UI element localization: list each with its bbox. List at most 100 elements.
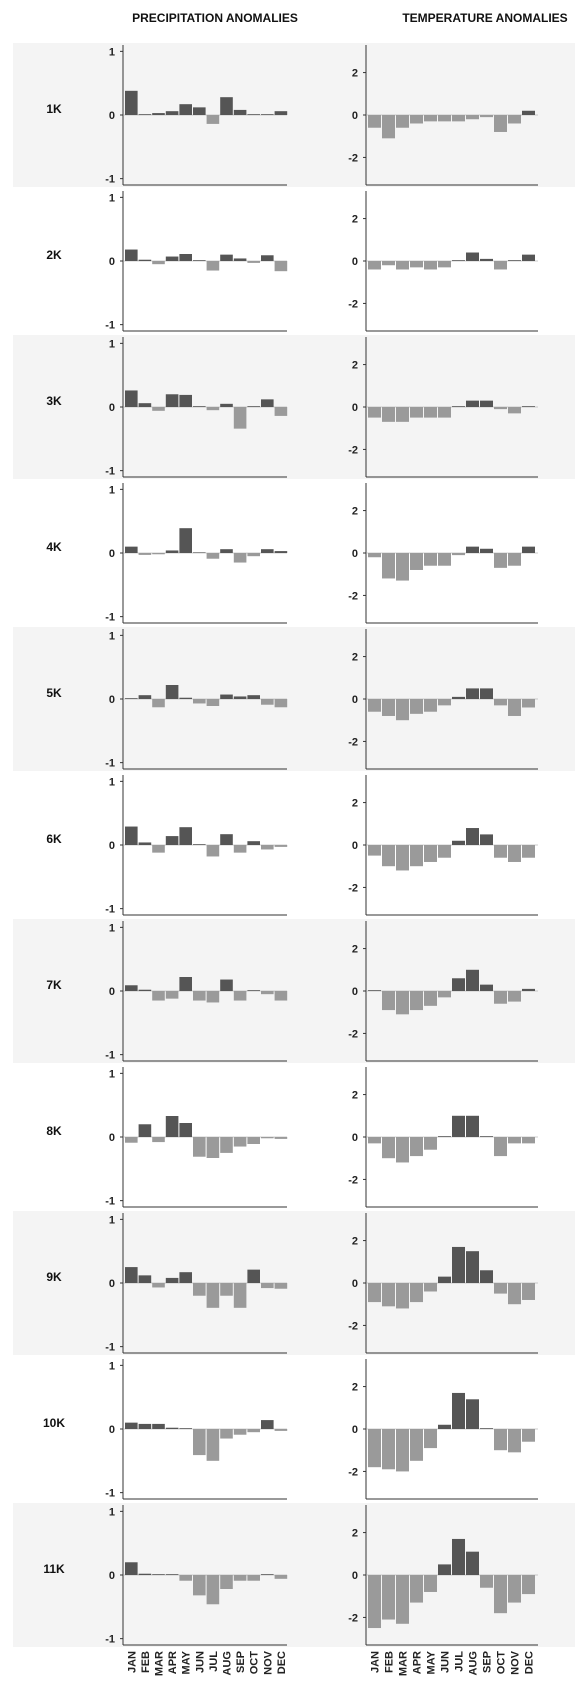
precipitation-bar-10K-JUL bbox=[206, 1429, 220, 1461]
temperature-bar-2K-NOV bbox=[508, 260, 521, 261]
temperature-panel-5K: 2 0 -2 bbox=[348, 629, 538, 770]
month-labels-precipitation: JAN FEB MAR APR MAY JUN JUL AUG SEP OCT NOV DEC bbox=[126, 1650, 288, 1676]
precipitation-bar-4K-SEP bbox=[233, 553, 247, 563]
temperature-bar-4K-MAY bbox=[424, 553, 437, 566]
temperature-bar-6K-DEC bbox=[522, 845, 535, 858]
month-label-apr: APR bbox=[412, 1651, 424, 1674]
temperature-bar-3K-JAN bbox=[368, 407, 381, 418]
precipitation-bar-8K-OCT bbox=[247, 1137, 260, 1144]
precipitation-bar-3K-DEC bbox=[274, 407, 288, 416]
precipitation-bar-3K-MAR bbox=[152, 407, 165, 411]
month-label-sep: SEP bbox=[482, 1651, 494, 1673]
precipitation-panel-5K: 5K 1 0 -1 bbox=[46, 629, 288, 770]
panel-label-9K: 9K bbox=[46, 1270, 62, 1284]
panel-label-8K: 8K bbox=[46, 1124, 62, 1138]
precipitation-tick-label: 0 bbox=[109, 986, 115, 998]
precipitation-bar-5K-JUL bbox=[206, 699, 220, 706]
precipitation-tick-label: -1 bbox=[105, 612, 115, 624]
precipitation-panel-1K: 1K 1 0 -1 bbox=[46, 45, 288, 186]
precipitation-bar-4K-OCT bbox=[247, 553, 260, 557]
temperature-bar-11K-MAY bbox=[424, 1575, 437, 1592]
temperature-bar-9K-APR bbox=[410, 1283, 423, 1303]
temperature-bar-7K-APR bbox=[410, 991, 423, 1011]
temperature-bar-2K-APR bbox=[410, 261, 423, 268]
precipitation-bar-9K-FEB bbox=[138, 1275, 152, 1283]
temperature-bar-7K-DEC bbox=[522, 988, 535, 991]
precipitation-bar-9K-JAN bbox=[125, 1267, 138, 1283]
precipitation-bar-9K-MAR bbox=[152, 1283, 165, 1288]
panel-label-11K: 11K bbox=[43, 1562, 65, 1576]
temperature-bar-2K-JUL bbox=[452, 260, 465, 261]
temperature-bar-6K-NOV bbox=[508, 845, 521, 862]
precipitation-tick-label: 0 bbox=[109, 694, 115, 706]
temperature-bar-8K-FEB bbox=[382, 1137, 395, 1159]
temperature-bar-3K-DEC bbox=[522, 406, 535, 407]
precipitation-bar-10K-JUN bbox=[193, 1429, 206, 1456]
precipitation-panel-3K: 3K 1 0 -1 bbox=[46, 337, 288, 478]
month-label-jan: JAN bbox=[370, 1651, 382, 1673]
precipitation-bar-8K-JAN bbox=[125, 1137, 138, 1143]
month-label-jun: JUN bbox=[440, 1651, 452, 1673]
temperature-tick-label: 0 bbox=[352, 694, 358, 706]
precipitation-bar-7K-AUG bbox=[220, 979, 233, 991]
temperature-bar-2K-MAY bbox=[424, 261, 437, 270]
precipitation-bar-11K-MAR bbox=[152, 1574, 165, 1575]
temperature-tick-label: 0 bbox=[352, 548, 358, 560]
temperature-bar-6K-MAR bbox=[396, 845, 409, 871]
precipitation-panel-10K: 10K 1 0 -1 bbox=[43, 1359, 288, 1500]
temperature-bar-11K-MAR bbox=[396, 1575, 409, 1624]
precipitation-bar-1K-JUL bbox=[206, 115, 220, 124]
precipitation-bar-1K-APR bbox=[165, 111, 179, 115]
temperature-bar-2K-JAN bbox=[368, 261, 381, 270]
precipitation-panel-11K: 11K 1 0 -1 bbox=[43, 1505, 288, 1646]
precipitation-tick-label: 0 bbox=[109, 256, 115, 268]
precipitation-bar-9K-DEC bbox=[274, 1283, 288, 1289]
precipitation-tick-label: 0 bbox=[109, 1132, 115, 1144]
precipitation-tick-label: 1 bbox=[109, 1068, 115, 1080]
temperature-bar-4K-DEC bbox=[522, 546, 535, 553]
precipitation-bar-2K-FEB bbox=[138, 259, 152, 261]
temperature-bar-3K-MAY bbox=[424, 407, 437, 418]
temperature-bar-11K-SEP bbox=[480, 1575, 493, 1588]
temperature-bar-1K-MAR bbox=[396, 115, 409, 128]
temperature-tick-label: 2 bbox=[352, 798, 358, 810]
month-label-oct: OCT bbox=[496, 1651, 508, 1675]
precipitation-bar-8K-JUN bbox=[193, 1137, 206, 1157]
precipitation-bar-8K-DEC bbox=[274, 1137, 288, 1139]
precipitation-bar-3K-AUG bbox=[220, 403, 233, 407]
precipitation-bar-3K-JUL bbox=[206, 407, 220, 411]
precipitation-bar-10K-NOV bbox=[261, 1420, 274, 1429]
month-label-oct: OCT bbox=[249, 1651, 261, 1675]
precipitation-bar-4K-JAN bbox=[125, 546, 138, 553]
precipitation-bar-11K-AUG bbox=[220, 1575, 233, 1589]
temperature-bar-5K-DEC bbox=[522, 699, 535, 708]
precipitation-bar-7K-MAY bbox=[179, 977, 192, 991]
precipitation-tick-label: 0 bbox=[109, 402, 115, 414]
temperature-tick-label: 2 bbox=[352, 944, 358, 956]
temperature-bar-10K-MAR bbox=[396, 1429, 409, 1472]
temperature-bar-1K-MAY bbox=[424, 115, 437, 122]
precipitation-tick-label: -1 bbox=[105, 320, 115, 332]
temperature-panel-2K: 2 0 -2 bbox=[348, 191, 538, 332]
precipitation-bar-5K-FEB bbox=[138, 695, 152, 699]
precipitation-bar-10K-AUG bbox=[220, 1429, 233, 1439]
temperature-bar-5K-JUN bbox=[438, 699, 451, 706]
temperature-bar-4K-SEP bbox=[480, 548, 493, 553]
temperature-bar-7K-NOV bbox=[508, 991, 521, 1002]
precipitation-bar-6K-FEB bbox=[138, 842, 152, 845]
temperature-bar-6K-MAY bbox=[424, 845, 437, 862]
panel-plots: 1K10-12K10-13K10-14K10-15K10-16K10-17K10… bbox=[43, 45, 538, 1646]
temperature-bar-4K-OCT bbox=[494, 553, 507, 568]
precipitation-bar-6K-AUG bbox=[220, 834, 233, 845]
precipitation-tick-label: 0 bbox=[109, 1570, 115, 1582]
precipitation-bar-7K-DEC bbox=[274, 991, 288, 1001]
precipitation-bar-11K-NOV bbox=[261, 1574, 274, 1575]
precipitation-bar-1K-DEC bbox=[274, 111, 288, 115]
temperature-bar-10K-JAN bbox=[368, 1429, 381, 1468]
month-label-feb: FEB bbox=[140, 1651, 152, 1673]
temperature-bar-10K-NOV bbox=[508, 1429, 521, 1453]
precipitation-bar-3K-SEP bbox=[233, 407, 247, 429]
temperature-bar-1K-APR bbox=[410, 115, 423, 124]
precipitation-tick-label: 1 bbox=[109, 1360, 115, 1372]
precipitation-bar-7K-NOV bbox=[261, 991, 274, 995]
